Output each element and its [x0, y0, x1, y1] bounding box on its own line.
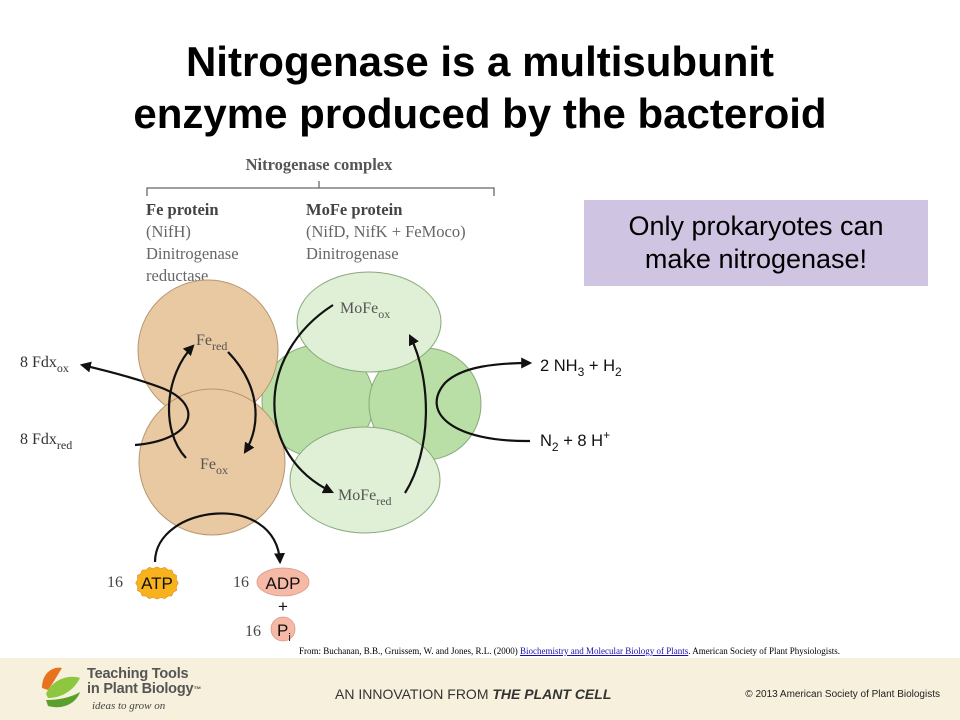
- title-line-1: Nitrogenase is a multisubunit: [185, 38, 775, 85]
- substrate-label: N2 + 8 H+: [540, 428, 610, 454]
- copyright-notice: © 2013 American Society of Plant Biologi…: [745, 689, 940, 700]
- pi-badge: [270, 616, 296, 642]
- fe-red-label: Fered: [196, 332, 227, 353]
- nitrogen-reduction-arrow: [435, 357, 533, 443]
- electron-transfer-arrow: [273, 304, 334, 494]
- brand-line-2: in Plant Biology: [87, 681, 194, 697]
- fe-ox-subunit: [138, 388, 286, 536]
- callout-box: Only prokaryotes can make nitrogenase!: [584, 200, 928, 286]
- citation-suffix: . American Society of Plant Physiologist…: [688, 646, 840, 656]
- brand-line-2-wrap: in Plant Biology™: [87, 682, 201, 697]
- adp-count: 16: [233, 574, 249, 591]
- complex-bracket: [146, 181, 495, 196]
- innovation-prefix: AN INNOVATION FROM: [335, 686, 493, 702]
- atp-burst-icon: [135, 566, 179, 600]
- brand-line-1: Teaching Tools: [87, 666, 189, 682]
- mofe-red-label: MoFered: [338, 487, 392, 508]
- mofe-protein-title: MoFe protein: [306, 200, 402, 219]
- innovation-journal: THE PLANT CELL: [492, 686, 612, 702]
- brand-name: Teaching Tools in Plant Biology™: [87, 667, 201, 697]
- callout-line-2: make nitrogenase!: [644, 244, 868, 274]
- mofe-protein-line-1: (NifD, NifK + FeMoco): [306, 222, 466, 241]
- fe-cycle-down-arrow: [227, 351, 257, 454]
- fe-protein-title: Fe protein: [146, 200, 219, 219]
- mofe-protein-line-2: Dinitrogenase: [306, 244, 399, 263]
- nitrogenase-diagram: Nitrogenase complex Fe protein (NifH) Di…: [20, 155, 622, 644]
- callout-line-1: Only prokaryotes can: [628, 211, 884, 241]
- plus-sign: +: [278, 597, 288, 616]
- fdx-red-label: 8 Fdxred: [20, 431, 72, 452]
- citation-book-link[interactable]: Biochemistry and Molecular Biology of Pl…: [520, 646, 689, 656]
- adp-badge: [256, 567, 310, 597]
- pi-count: 16: [245, 623, 261, 640]
- citation: From: Buchanan, B.B., Gruissem, W. and J…: [299, 646, 840, 656]
- leaf-logo-icon: [42, 667, 80, 708]
- fe-protein-line-3: reductase: [146, 266, 208, 285]
- complex-label: Nitrogenase complex: [246, 155, 394, 174]
- product-label: 2 NH3 + H2: [540, 357, 622, 379]
- atp-count: 16: [107, 574, 123, 591]
- citation-prefix: From: Buchanan, B.B., Gruissem, W. and J…: [299, 646, 520, 656]
- slide-title: Nitrogenase is a multisubunit enzyme pro…: [0, 36, 960, 140]
- brand-tagline: ideas to grow on: [92, 700, 166, 712]
- footer-bar: Teaching Tools in Plant Biology™ ideas t…: [0, 658, 960, 720]
- innovation-line: AN INNOVATION FROM THE PLANT CELL: [335, 686, 611, 702]
- mofe-red-subunit: [289, 426, 441, 534]
- fe-protein-line-2: Dinitrogenase: [146, 244, 239, 263]
- fdx-ox-label: 8 Fdxox: [20, 354, 69, 375]
- mofe-ox-subunit: [296, 271, 442, 373]
- atp-hydrolysis-arrow: [153, 512, 285, 565]
- mofe-ox-label: MoFeox: [340, 300, 390, 321]
- fe-cycle-up-arrow: [167, 344, 195, 459]
- mofe-cycle-arrow: [404, 334, 427, 494]
- fe-ox-label: Feox: [200, 456, 228, 477]
- atp-label: ATP: [141, 574, 173, 593]
- pi-label: Pi: [277, 621, 291, 644]
- brand-trademark: ™: [193, 685, 202, 694]
- fe-protein-line-1: (NifH): [146, 222, 191, 241]
- title-line-2: enzyme produced by the bacteroid: [133, 90, 827, 137]
- adp-label: ADP: [266, 574, 301, 593]
